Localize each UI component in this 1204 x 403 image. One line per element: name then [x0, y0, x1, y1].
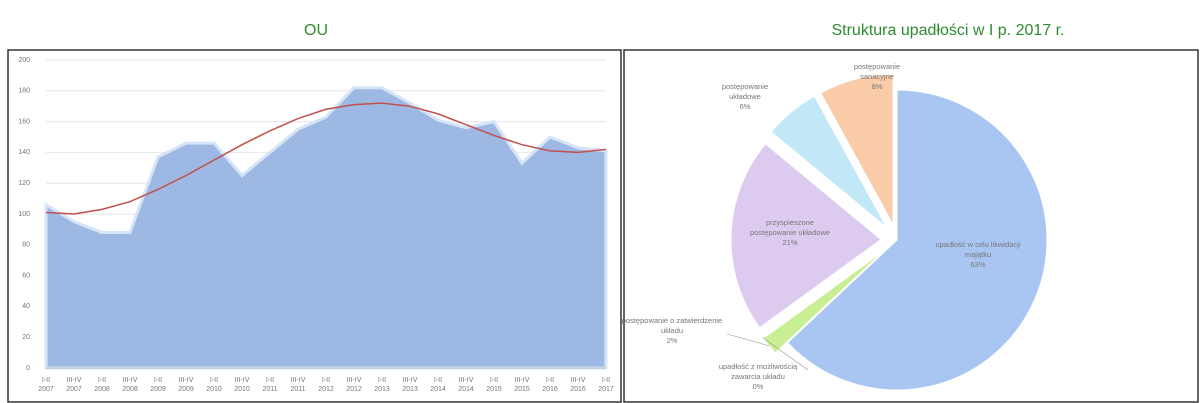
- slice-name: postępowanie układowe: [721, 82, 769, 102]
- x-tick-label: III-IV 2014: [458, 377, 474, 393]
- x-tick-label: I-II 2008: [94, 377, 110, 393]
- x-tick-label: III-IV 2012: [346, 377, 362, 393]
- slice-name: postępowanie sanacyjne: [853, 62, 901, 82]
- x-tick-label: I-II 2010: [206, 377, 222, 393]
- x-tick-label: I-II 2016: [542, 377, 558, 393]
- slice-value: 63%: [970, 260, 986, 270]
- slice-label: upadłość z możliwością zawarcia układu 0%: [703, 362, 813, 392]
- leader-line: [726, 333, 770, 347]
- x-tick-label: I-II 2007: [38, 377, 54, 393]
- pie-slice: [730, 143, 882, 329]
- y-tick-label: 100: [18, 211, 30, 218]
- chart-title: Struktura upadłości w I p. 2017 r.: [831, 22, 1065, 39]
- leader-line: [762, 337, 809, 371]
- y-tick-label: 140: [18, 149, 30, 156]
- x-tick-label: III-IV 2013: [402, 377, 418, 393]
- y-tick-label: 20: [22, 334, 30, 341]
- right-panel: [623, 49, 1199, 403]
- slice-name: postępowanie o zatwierdzenie układu: [621, 316, 723, 336]
- slice-name: upadłość z możliwością zawarcia układu: [718, 362, 798, 382]
- slice-label: postępowanie sanacyjne 8%: [837, 62, 917, 92]
- line: [45, 102, 607, 215]
- x-tick-label: III-IV 2015: [514, 377, 530, 393]
- slice-value: 2%: [666, 336, 678, 346]
- chart-title: OU: [304, 22, 328, 39]
- x-tick-label: I-II 2009: [150, 377, 166, 393]
- x-tick-label: I-II 2015: [486, 377, 502, 393]
- x-tick-label: III-IV 2016: [570, 377, 586, 393]
- y-tick-label: 160: [18, 118, 30, 125]
- slice-value: 0%: [752, 382, 764, 392]
- y-tick-label: 40: [22, 303, 30, 310]
- slice-label: postępowanie układowe 6%: [705, 82, 785, 112]
- x-tick-label: I-II 2011: [262, 377, 277, 393]
- pie-slice: [820, 74, 894, 225]
- slice-label: upadłość w celu likwidacji majątku 63%: [933, 240, 1023, 270]
- slice-value: 21%: [782, 238, 798, 248]
- y-tick-label: 200: [18, 57, 30, 64]
- slice-name: przyspieszone postępowanie układowe: [749, 218, 831, 238]
- x-tick-label: III-IV 2008: [122, 377, 138, 393]
- y-tick-label: 180: [18, 88, 30, 95]
- x-tick-label: I-II 2014: [430, 377, 446, 393]
- x-tick-label: III-IV 2010: [234, 377, 250, 393]
- slice-name: upadłość w celu likwidacji majątku: [935, 240, 1021, 260]
- slice-label: przyspieszone postępowanie układowe 21%: [745, 218, 835, 248]
- x-tick-label: III-IV 2007: [66, 377, 82, 393]
- area: [44, 86, 608, 370]
- x-tick-label: I-II 2017: [598, 377, 614, 393]
- pie-slice: [786, 89, 1048, 391]
- y-tick-label: 60: [22, 272, 30, 279]
- x-tick-label: I-II 2012: [318, 377, 334, 393]
- x-tick-label: I-II 2013: [374, 377, 390, 393]
- pie-slice: [770, 95, 888, 229]
- slice-label: postępowanie o zatwierdzenie układu 2%: [617, 316, 727, 346]
- x-tick-label: III-IV 2009: [178, 377, 194, 393]
- y-tick-label: 120: [18, 180, 30, 187]
- y-tick-label: 80: [22, 242, 30, 249]
- pie-slice: [762, 249, 885, 338]
- slice-value: 6%: [739, 102, 751, 112]
- left-panel: [7, 49, 622, 403]
- x-tick-label: III-IV 2011: [290, 377, 305, 393]
- slice-value: 8%: [871, 82, 883, 92]
- y-tick-label: 0: [26, 365, 30, 372]
